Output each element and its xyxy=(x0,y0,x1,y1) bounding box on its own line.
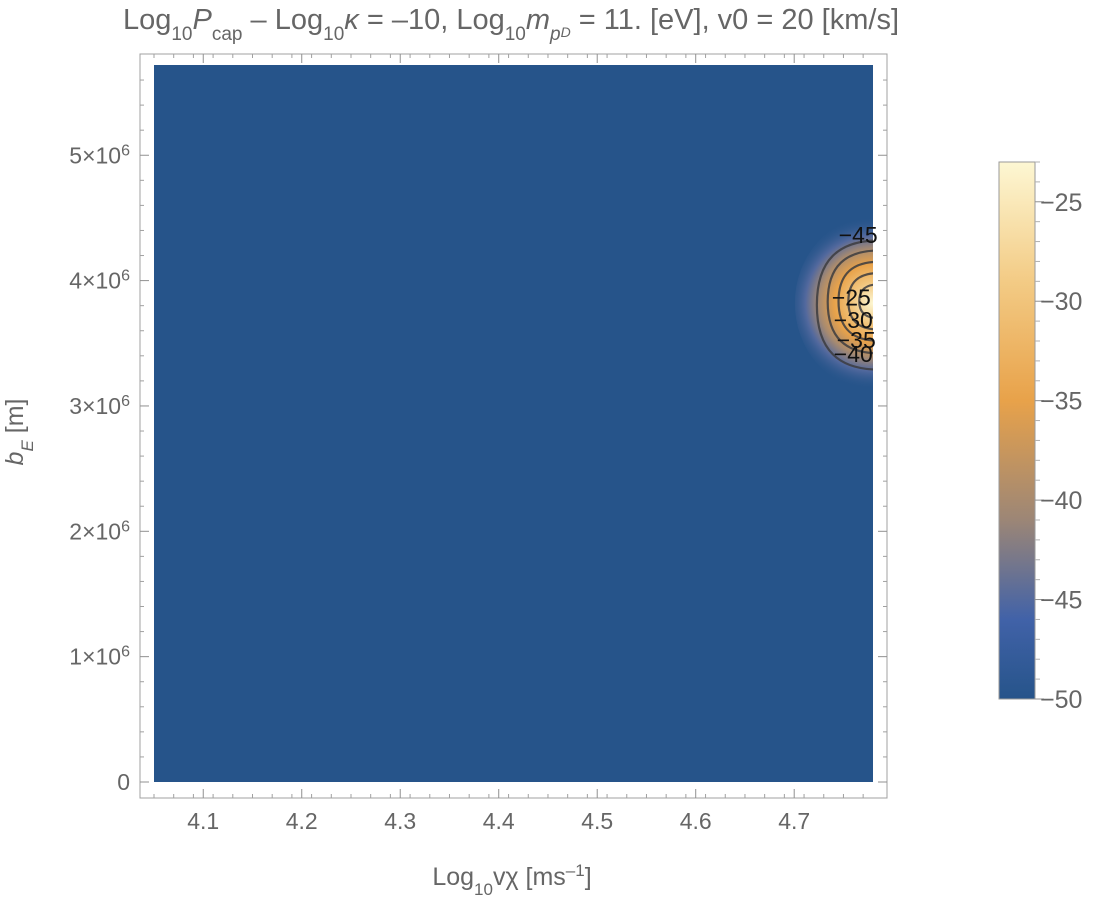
colorbar: −25 −30 −35 −40 −45 −50 xyxy=(998,161,1082,714)
colorbar-bar xyxy=(998,161,1036,700)
contour-lines xyxy=(815,239,873,371)
colorbar-ticks: −25 −30 −35 −40 −45 −50 xyxy=(1035,161,1082,714)
density-background xyxy=(154,65,873,782)
contour-label: −45 xyxy=(839,222,878,248)
contour-line xyxy=(837,261,873,342)
contour-label: −25 xyxy=(832,284,871,310)
contour-line xyxy=(815,239,873,371)
colorbar-tick-label: −50 xyxy=(1040,686,1082,714)
colorbar-tick-label: −40 xyxy=(1040,487,1082,515)
colorbar-tick-label: −45 xyxy=(1040,587,1082,615)
x-axis-label: Log10vχ [ms–1] xyxy=(432,861,591,899)
density-peak xyxy=(794,216,873,390)
contour-label: −35 xyxy=(837,327,876,353)
colorbar-tick-label: −35 xyxy=(1040,388,1082,416)
y-tick-label: 5×106 xyxy=(69,142,130,169)
y-tick-label: 0 xyxy=(117,769,130,795)
y-tick-label: 1×106 xyxy=(69,643,130,670)
colorbar-tick-label: −30 xyxy=(1040,288,1082,316)
x-axis-ticks: 4.1 4.2 4.3 4.4 4.5 4.6 4.7 xyxy=(153,54,864,834)
y-axis-label: bE [m] xyxy=(1,399,37,466)
x-tick-label: 4.1 xyxy=(187,808,219,834)
colorbar-tick-label: −25 xyxy=(1040,189,1082,217)
y-axis-ticks: 0 1×106 2×106 3×106 4×106 5×106 xyxy=(69,79,887,795)
y-tick-label: 4×106 xyxy=(69,267,130,294)
y-tick-label: 3×106 xyxy=(69,392,130,419)
contour-line xyxy=(858,283,873,319)
chart-title: Log10Pcap – Log10κ = –10, Log10mpD = 11.… xyxy=(123,4,899,45)
x-tick-label: 4.5 xyxy=(581,808,613,834)
contour-line xyxy=(826,249,873,355)
x-tick-label: 4.4 xyxy=(483,808,515,834)
contour-label: −30 xyxy=(834,307,873,333)
x-tick-label: 4.3 xyxy=(384,808,416,834)
plot-area xyxy=(154,65,873,782)
contour-line xyxy=(847,272,873,331)
contour-labels: −45 −40−35−30−25 xyxy=(832,222,878,367)
x-tick-label: 4.6 xyxy=(680,808,712,834)
contour-label: −40 xyxy=(834,341,873,367)
x-tick-label: 4.2 xyxy=(286,808,318,834)
y-tick-label: 2×106 xyxy=(69,518,130,545)
x-tick-label: 4.7 xyxy=(778,808,810,834)
